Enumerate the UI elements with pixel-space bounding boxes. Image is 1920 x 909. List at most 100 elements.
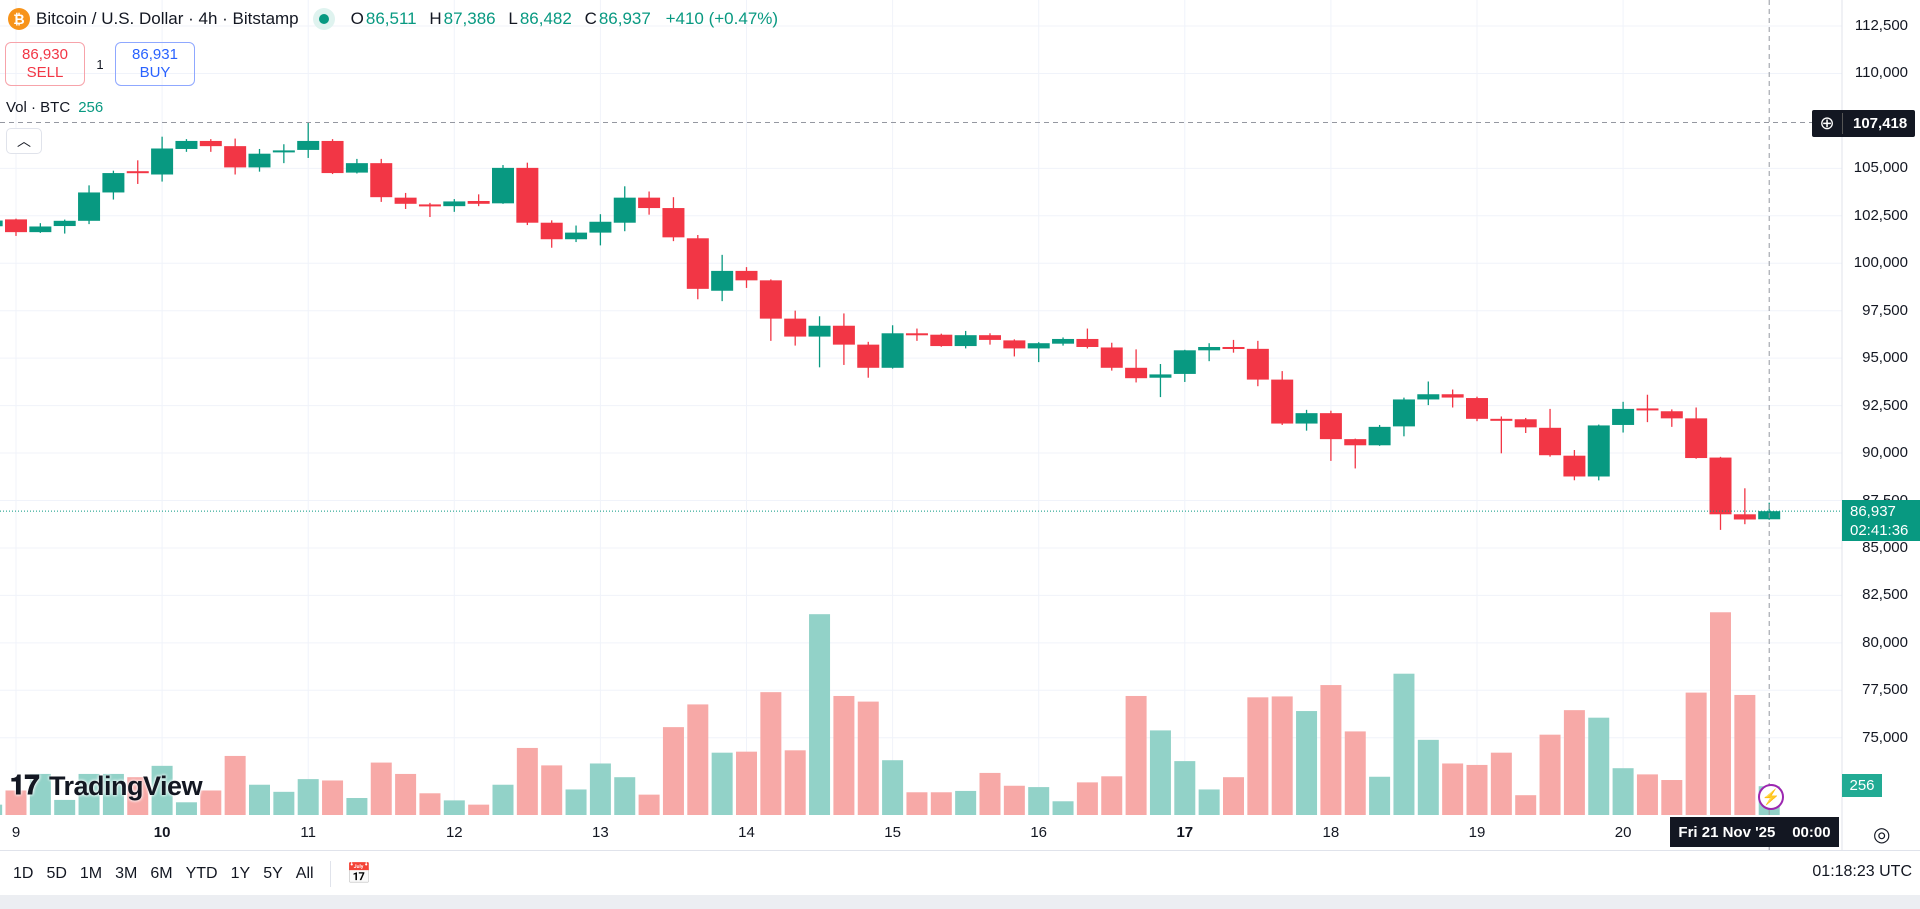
tradingview-logo-icon: 𝟏𝟕 <box>10 770 40 800</box>
range-button-all[interactable]: All <box>295 864 314 882</box>
volume-bar <box>1734 694 1756 815</box>
volume-bar <box>614 777 636 815</box>
range-buttons: 1D 5D 1M 3M 6M YTD 1Y 5Y All <box>0 865 314 883</box>
time-tick-label: 19 <box>1468 824 1486 841</box>
volume-label: Vol · BTC <box>6 99 71 116</box>
market-status-icon[interactable] <box>312 8 335 30</box>
candle-body <box>905 333 928 336</box>
price-tick-label: 102,500 <box>1853 206 1908 224</box>
axis-settings-icon[interactable]: ◎ <box>1873 824 1891 846</box>
low-label: L <box>508 9 518 28</box>
volume-bar <box>1076 782 1098 815</box>
lightning-icon[interactable]: ⚡ <box>1758 784 1784 810</box>
range-button-5d[interactable]: 5D <box>46 864 67 882</box>
candle-body <box>1514 419 1537 428</box>
tradingview-logo[interactable]: 𝟏𝟕 TradingView <box>10 770 203 802</box>
candle-body <box>1466 398 1488 419</box>
close-label: C <box>584 9 597 28</box>
volume-bar <box>1052 801 1074 815</box>
price-tick-label: 75,000 <box>1862 728 1908 746</box>
collapse-legend-button[interactable]: ︿ <box>6 128 42 154</box>
current-price-label: 86,937 02:41:36 <box>1842 500 1920 541</box>
volume-bar <box>1417 739 1439 815</box>
time-tick-label: 20 <box>1614 824 1632 841</box>
candle-body <box>1319 413 1342 440</box>
volume-axis-label: 256 <box>1842 774 1882 797</box>
volume-bar <box>1685 692 1707 815</box>
candle-body <box>1368 426 1391 446</box>
volume-bar <box>1320 685 1342 815</box>
grid-lines <box>0 0 1842 815</box>
volume-legend[interactable]: Vol · BTC 256 <box>6 99 103 116</box>
candle-body <box>784 318 807 337</box>
volume-bar <box>736 751 757 815</box>
range-button-1y[interactable]: 1Y <box>230 864 251 882</box>
time-tick-label: 13 <box>592 824 609 841</box>
candle-body <box>808 325 831 337</box>
volume-bar <box>1028 787 1050 815</box>
range-button-3m[interactable]: 3M <box>115 864 138 882</box>
price-tick-label: 105,000 <box>1853 159 1908 177</box>
candle-body <box>1100 347 1123 368</box>
range-button-ytd[interactable]: YTD <box>185 864 218 882</box>
candle-body <box>370 163 393 198</box>
volume-bars <box>0 612 1780 815</box>
chevron-up-icon: ︿ <box>17 133 31 149</box>
candle-body <box>321 140 344 174</box>
chart-overlays <box>0 0 1843 850</box>
time-tick-label: 12 <box>445 824 463 841</box>
candle-body <box>248 153 271 168</box>
buy-button[interactable]: 86,931 BUY <box>115 42 195 86</box>
clock[interactable]: 01:18:23 UTC <box>1812 863 1912 880</box>
quantity[interactable]: 1 <box>96 56 104 72</box>
volume-bar <box>711 752 733 815</box>
candle-body <box>443 201 466 207</box>
volume-bar <box>78 773 100 815</box>
buy-label: BUY <box>139 64 171 81</box>
candle-body <box>857 344 880 368</box>
candle-body <box>1685 418 1708 459</box>
time-tick-label: 17 <box>1176 824 1194 841</box>
candle-body <box>1198 346 1221 351</box>
candle-body <box>1271 379 1294 424</box>
volume-bar <box>979 772 1001 815</box>
symbol-title[interactable]: Bitcoin / U.S. Dollar · 4h · Bitstamp <box>36 9 299 28</box>
symbol-legend: ₿ Bitcoin / U.S. Dollar · 4h · Bitstamp … <box>8 8 780 30</box>
volume-bar <box>346 798 368 815</box>
range-button-6m[interactable]: 6M <box>150 864 173 882</box>
change-value: +410 (+0.47%) <box>665 9 779 28</box>
volume-bar <box>687 704 709 815</box>
sell-button[interactable]: 86,930 SELL <box>5 42 85 86</box>
candle-body <box>759 280 782 319</box>
range-button-1d[interactable]: 1D <box>13 864 34 882</box>
candle-body <box>1539 427 1562 456</box>
candle-body <box>175 140 198 149</box>
bottom-strip <box>0 895 1920 909</box>
buy-price: 86,931 <box>132 46 178 63</box>
volume-bar <box>273 791 295 815</box>
volume-bar <box>1588 717 1610 815</box>
range-button-1m[interactable]: 1M <box>79 864 103 882</box>
price-tick-label: 80,000 <box>1862 633 1908 651</box>
volume-bar <box>370 762 392 815</box>
plus-circle-icon[interactable]: ⊕ <box>1812 113 1843 134</box>
volume-bar <box>638 794 660 815</box>
volume-bar <box>1539 734 1561 815</box>
crosshair-date-label: Fri 21 Nov '25 00:00 <box>1670 817 1839 847</box>
open-label: O <box>350 9 364 28</box>
range-button-5y[interactable]: 5Y <box>263 864 283 882</box>
volume-bar <box>760 692 782 815</box>
go-to-date-icon[interactable]: 📅 <box>346 863 372 885</box>
price-chart[interactable] <box>0 0 1920 850</box>
candle-body <box>711 270 734 291</box>
candle-body <box>1709 457 1732 515</box>
time-tick-label: 9 <box>11 824 21 841</box>
volume-bar <box>1612 768 1634 815</box>
time-tick-label: 11 <box>300 824 316 841</box>
crosshair-time: 00:00 <box>1792 823 1831 841</box>
bar-countdown: 02:41:36 <box>1850 522 1909 539</box>
volume-bar <box>1636 774 1658 815</box>
candle-body <box>1563 455 1586 477</box>
candle-body <box>1027 343 1050 349</box>
high-label: H <box>429 9 442 28</box>
